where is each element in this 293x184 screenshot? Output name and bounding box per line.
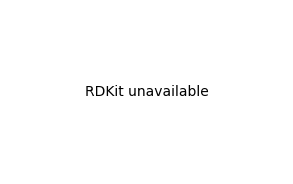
Text: RDKit unavailable: RDKit unavailable: [85, 85, 208, 99]
